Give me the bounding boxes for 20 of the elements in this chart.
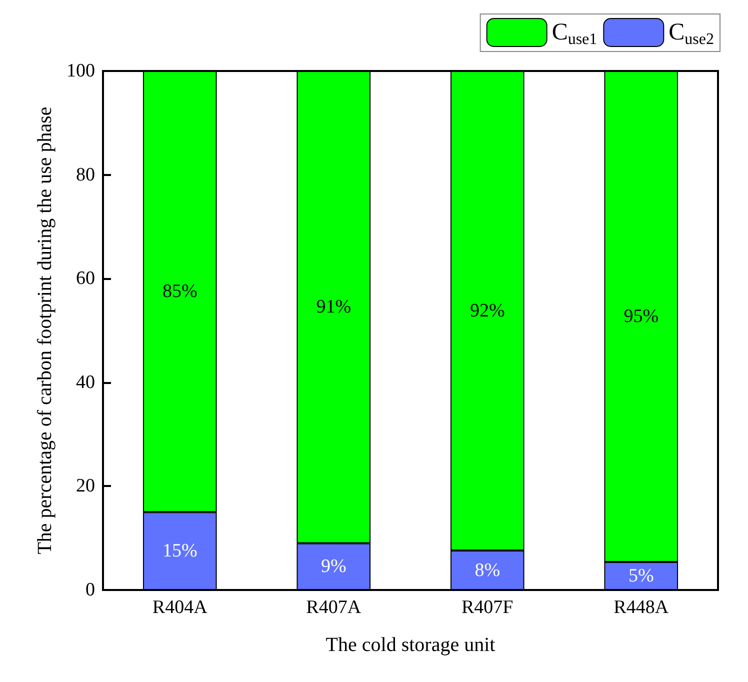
data-label: 91% bbox=[316, 296, 352, 318]
data-label: 85% bbox=[162, 281, 198, 302]
data-label: 92% bbox=[470, 300, 505, 322]
x-tick-label: R407A bbox=[306, 597, 362, 618]
x-tick-label: R448A bbox=[614, 597, 669, 618]
x-tick-label: R404A bbox=[152, 597, 208, 618]
data-label: 95% bbox=[624, 306, 659, 327]
y-tick-label: 20 bbox=[76, 476, 95, 497]
data-label: 8% bbox=[474, 560, 500, 581]
data-label: 5% bbox=[628, 565, 654, 586]
x-axis-title: The cold storage unit bbox=[326, 634, 496, 656]
x-tick-label: R407F bbox=[462, 597, 514, 618]
data-label: 9% bbox=[320, 556, 346, 578]
y-tick-label: 40 bbox=[76, 372, 95, 393]
y-tick-label: 0 bbox=[86, 580, 95, 600]
y-tick-label: 100 bbox=[66, 60, 95, 82]
data-label: 15% bbox=[162, 540, 198, 562]
y-axis-title: The percentage of carbon footprint during the use phase bbox=[34, 106, 56, 554]
y-tick-label: 60 bbox=[76, 268, 95, 290]
y-tick-label: 80 bbox=[76, 164, 95, 186]
